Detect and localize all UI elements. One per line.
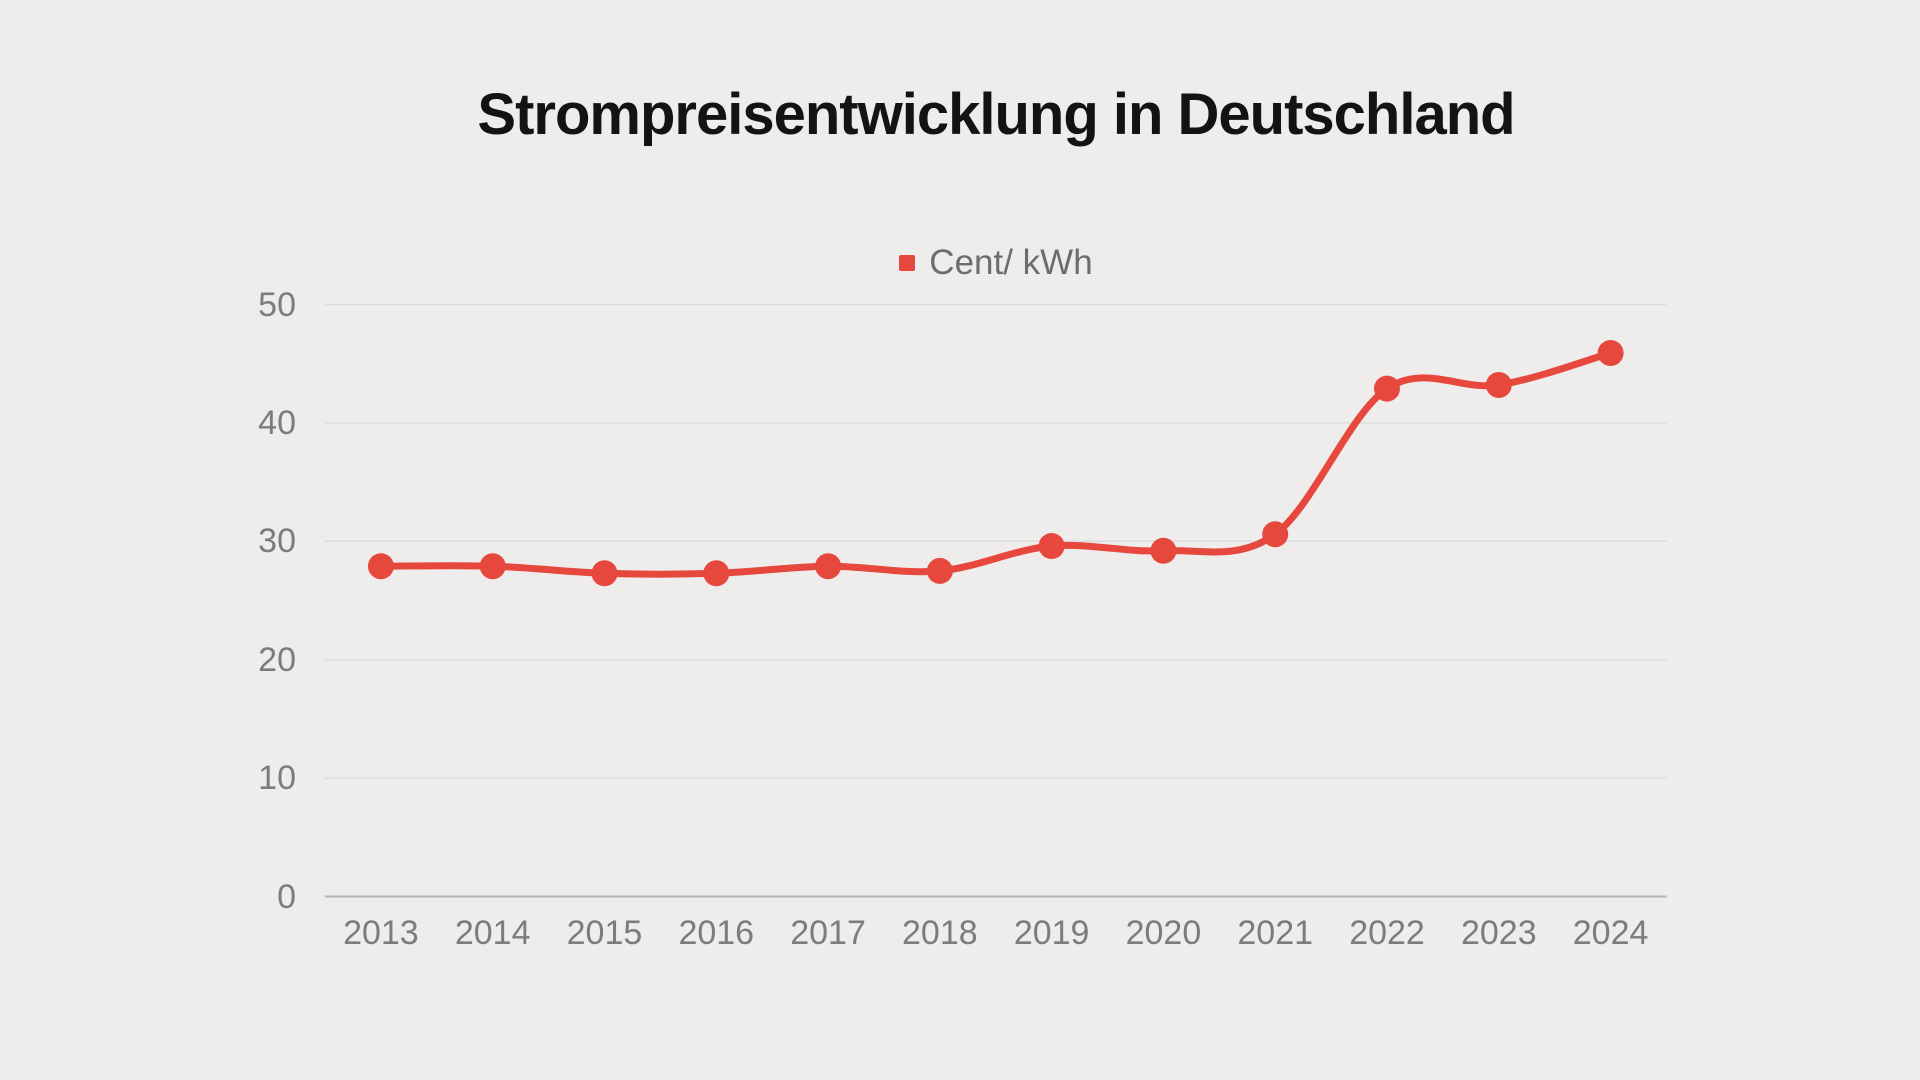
x-tick-label-2020: 2020 (1125, 914, 1202, 952)
data-point-2019 (1038, 533, 1065, 559)
x-tick-label-2014: 2014 (454, 914, 531, 952)
legend: Cent/ kWh (325, 241, 1667, 285)
data-point-2021 (1262, 521, 1289, 548)
x-tick-label-2019: 2019 (1013, 914, 1090, 952)
y-tick-label-20: 20 (258, 640, 296, 679)
x-tick-label-2015: 2015 (566, 914, 643, 952)
data-point-2015 (591, 560, 618, 587)
legend-marker-icon (899, 255, 916, 271)
y-tick-label-10: 10 (258, 759, 296, 798)
chart-title: Strompreisentwicklung in Deutschland (477, 82, 1515, 147)
x-tick-label-2018: 2018 (902, 914, 978, 952)
x-tick-label-2022: 2022 (1349, 914, 1425, 952)
x-tick-label-2021: 2021 (1237, 914, 1314, 952)
y-tick-label-0: 0 (277, 877, 296, 916)
data-point-2020 (1150, 537, 1177, 564)
data-point-2016 (703, 560, 730, 587)
x-tick-label-2013: 2013 (343, 914, 419, 952)
data-point-2023 (1485, 372, 1512, 398)
data-point-2018 (926, 557, 953, 584)
legend-label: Cent/ kWh (929, 243, 1093, 282)
data-point-2024 (1597, 340, 1624, 366)
y-tick-label-50: 50 (258, 285, 296, 324)
data-point-2022 (1374, 375, 1400, 402)
x-tick-label-2017: 2017 (790, 914, 866, 952)
y-tick-label-30: 30 (258, 522, 296, 561)
x-tick-label-2023: 2023 (1460, 914, 1537, 952)
x-tick-label-2024: 2024 (1572, 914, 1649, 952)
y-tick-label-40: 40 (258, 403, 296, 442)
data-point-2017 (815, 553, 842, 580)
data-point-2014 (479, 553, 506, 580)
x-tick-label-2016: 2016 (678, 914, 755, 952)
data-point-2013 (367, 553, 394, 580)
